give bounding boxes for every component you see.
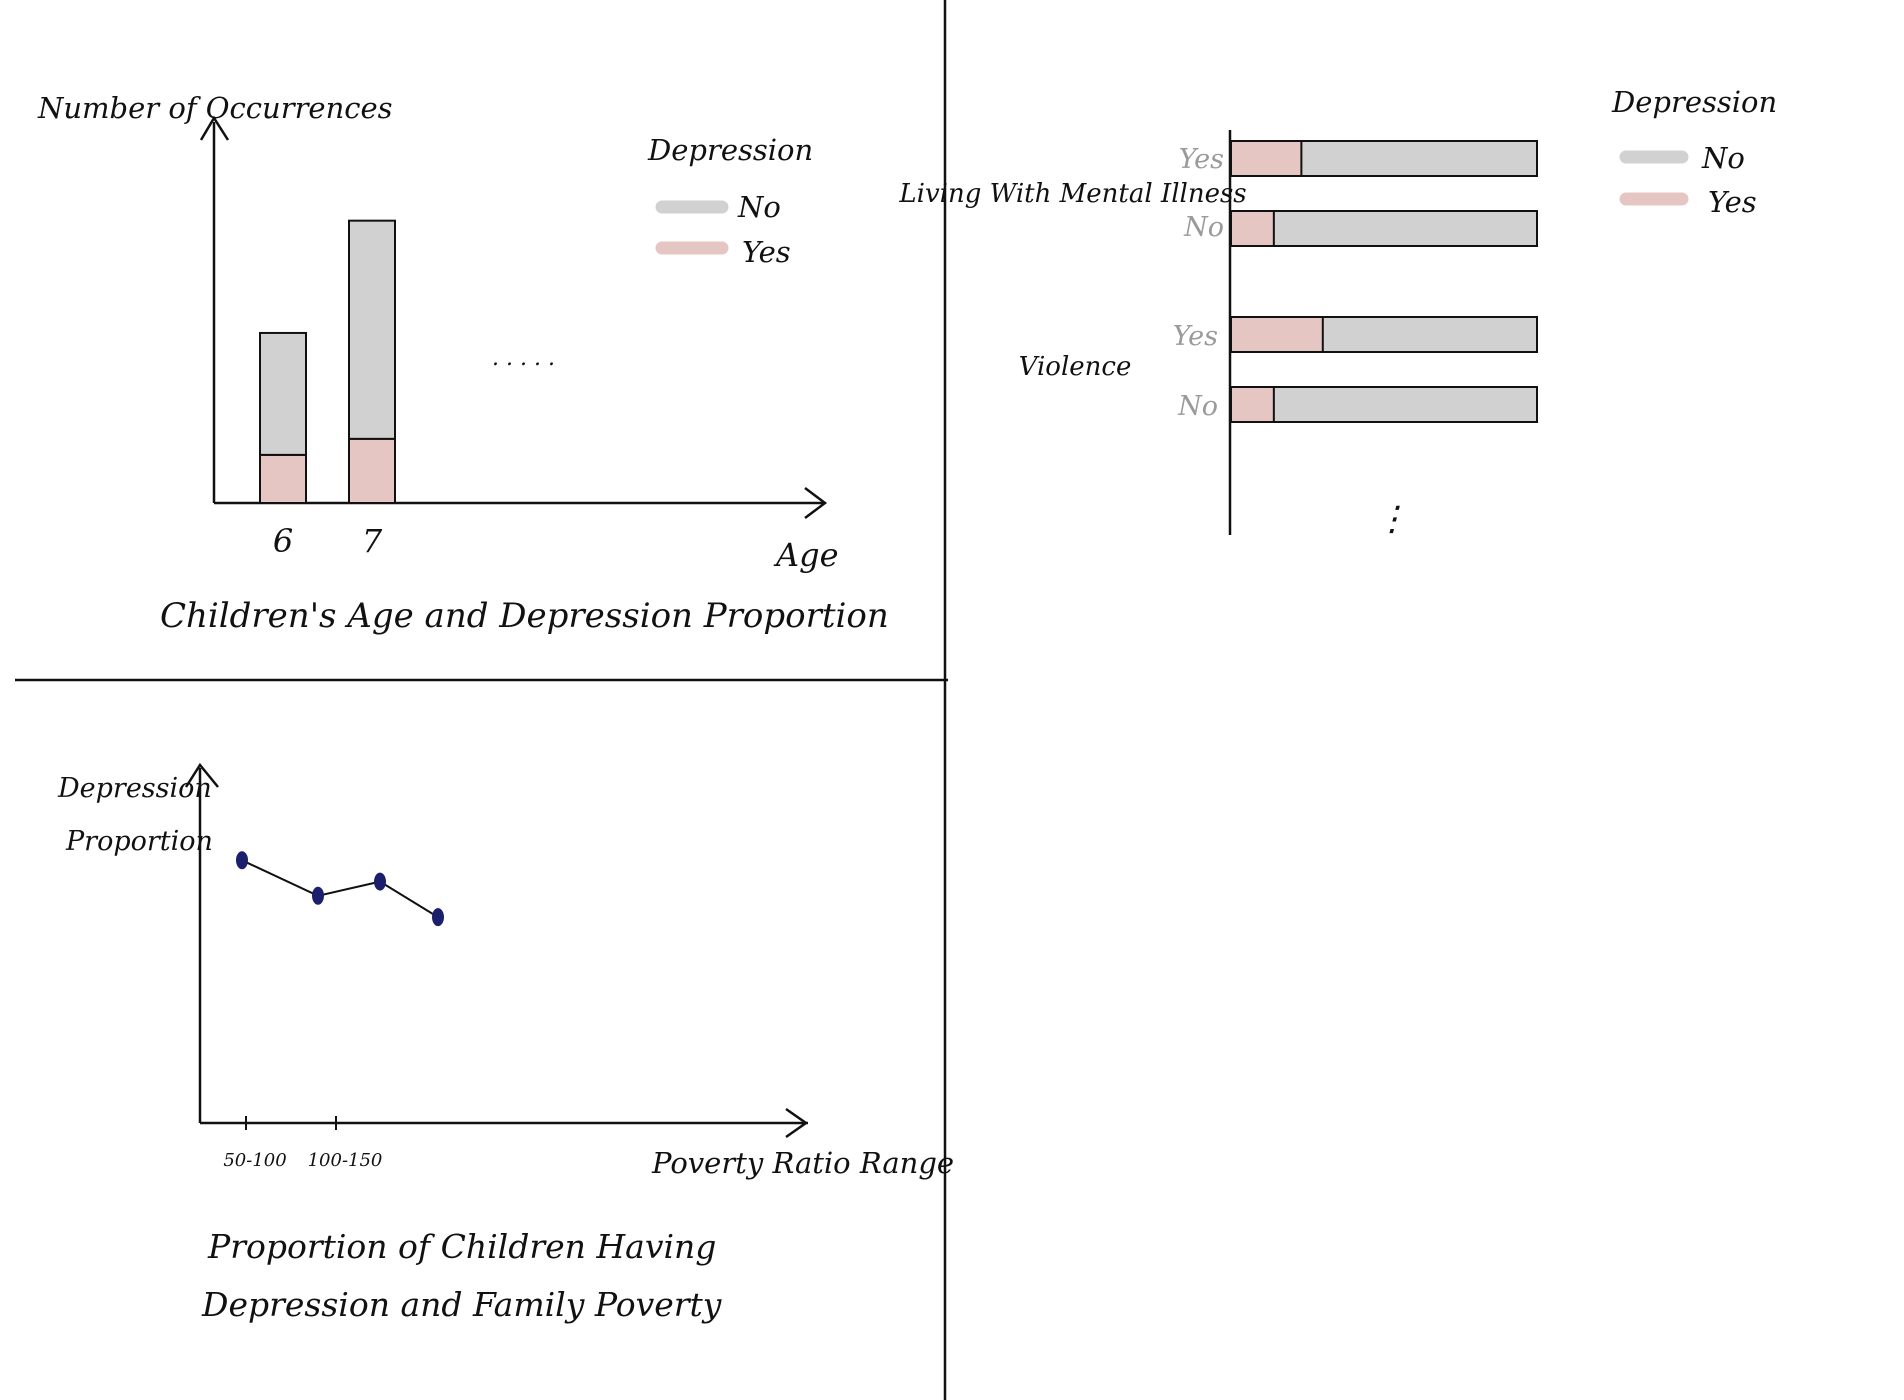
- legend-title: Depression: [647, 133, 813, 167]
- y-axis-arrow: [184, 762, 219, 788]
- bar-label-mental-illness-yes: Yes: [1179, 144, 1224, 175]
- continuation-dots: ⋮: [1375, 499, 1409, 539]
- bar-yes-age-7: [348, 437, 396, 505]
- x-axis-arrow: [785, 1107, 809, 1139]
- x-tick-label: 50-100: [223, 1150, 286, 1171]
- bar-yes-mental-illness-yes: [1230, 140, 1303, 177]
- bar-label-violence-yes: Yes: [1173, 321, 1218, 352]
- x-tick-label: 100-150: [308, 1150, 383, 1171]
- group-label-violence: Violence: [1019, 352, 1132, 382]
- legend-label-no: No: [737, 190, 781, 224]
- legend-label-no: No: [1701, 141, 1745, 175]
- continuation-dots: . . . . .: [492, 346, 555, 371]
- chart-title-line-1: Proportion of Children Having: [207, 1227, 716, 1266]
- x-axis-label: Age: [773, 536, 839, 574]
- bar-yes-violence-yes: [1230, 316, 1324, 353]
- group-label-mental-illness: Living With Mental Illness: [898, 179, 1246, 209]
- y-axis-label-line-2: Proportion: [65, 826, 213, 857]
- bar-no-violence-no: [1230, 386, 1538, 423]
- legend-label-yes: Yes: [1708, 185, 1757, 219]
- bar-no-mental-illness-no: [1230, 210, 1538, 247]
- legend-title: Depression: [1611, 85, 1777, 119]
- bar-label-mental-illness-no: No: [1183, 212, 1224, 243]
- bar-yes-mental-illness-no: [1230, 210, 1275, 247]
- data-point: [374, 872, 386, 891]
- y-axis-arrow: [199, 115, 230, 141]
- x-axis-arrow: [804, 487, 828, 519]
- poverty-depression-chart: Depression Proportion 50-100 100-150 Pov…: [57, 762, 954, 1324]
- data-point: [236, 851, 248, 870]
- x-tick-label: 6: [273, 522, 293, 560]
- y-axis-label-line-1: Depression: [57, 773, 212, 804]
- series-line: [241, 859, 439, 918]
- bar-yes-violence-no: [1230, 386, 1275, 423]
- bar-no-age-7: [348, 219, 396, 440]
- x-axis-label: Poverty Ratio Range: [651, 1146, 954, 1180]
- chart-title-line-2: Depression and Family Poverty: [201, 1285, 722, 1324]
- bar-no-age-6: [259, 331, 307, 456]
- data-point: [312, 886, 324, 905]
- bar-yes-age-6: [259, 453, 307, 504]
- bar-label-violence-no: No: [1177, 391, 1218, 422]
- risk-factor-chart: Living With Mental Illness Violence Yes …: [898, 85, 1777, 539]
- data-point: [432, 908, 444, 927]
- legend-label-yes: Yes: [742, 235, 791, 269]
- legend: Depression No Yes: [1611, 85, 1777, 219]
- legend: Depression No Yes: [647, 133, 813, 269]
- chart-title: Children's Age and Depression Proportion: [160, 596, 889, 636]
- x-tick-label: 7: [362, 522, 383, 560]
